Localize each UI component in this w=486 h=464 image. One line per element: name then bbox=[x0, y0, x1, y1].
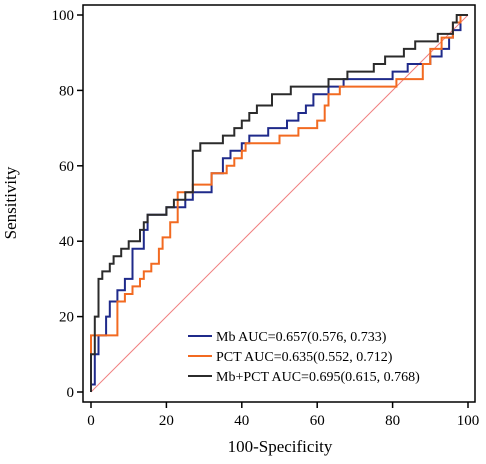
y-tick-label: 40 bbox=[59, 234, 74, 250]
legend: Mb AUC=0.657(0.576, 0.733) PCT AUC=0.635… bbox=[188, 330, 420, 385]
roc-curve-mb-pct bbox=[90, 14, 468, 392]
tick-layer: 0 20 40 60 80 100 0 20 40 60 80 100 bbox=[52, 8, 480, 429]
x-tick-label: 0 bbox=[87, 413, 95, 429]
y-tick-label: 20 bbox=[59, 310, 74, 326]
legend-swatch-mb-pct bbox=[188, 375, 212, 377]
legend-swatch-pct bbox=[188, 355, 212, 357]
plot-frame bbox=[82, 4, 476, 403]
legend-label-pct: PCT AUC=0.635(0.552, 0.712) bbox=[216, 350, 393, 365]
series-layer bbox=[90, 14, 468, 392]
legend-swatch-mb bbox=[188, 335, 212, 337]
x-axis-label: 100-Specificity bbox=[228, 437, 333, 456]
y-tick-label: 60 bbox=[59, 159, 74, 175]
x-tick-label: 60 bbox=[310, 413, 325, 429]
y-tick-label: 100 bbox=[52, 8, 75, 24]
x-tick-label: 100 bbox=[457, 413, 480, 429]
x-tick-label: 80 bbox=[385, 413, 400, 429]
x-tick-label: 20 bbox=[159, 413, 174, 429]
legend-label-mb: Mb AUC=0.657(0.576, 0.733) bbox=[216, 330, 387, 345]
reference-diagonal-line bbox=[90, 14, 469, 393]
y-tick-label: 0 bbox=[67, 385, 75, 401]
roc-curve-pct bbox=[90, 14, 468, 392]
legend-label-mb-pct: Mb+PCT AUC=0.695(0.615, 0.768) bbox=[216, 370, 420, 385]
y-tick-label: 80 bbox=[59, 83, 74, 99]
x-tick-label: 40 bbox=[234, 413, 249, 429]
y-axis-label: Sensitivity bbox=[1, 166, 20, 239]
